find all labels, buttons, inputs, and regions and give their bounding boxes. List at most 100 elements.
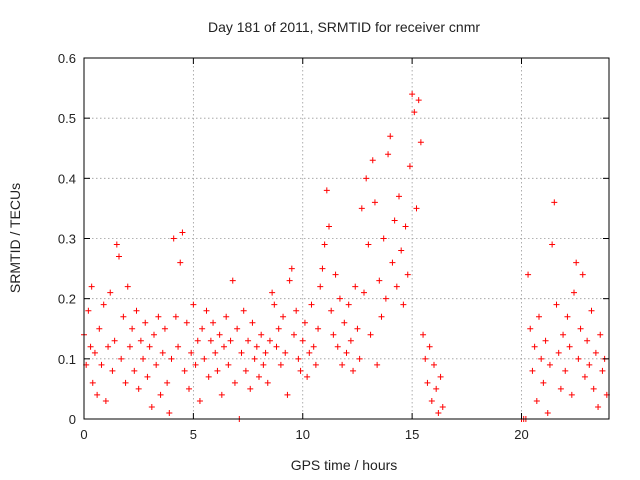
data-point bbox=[581, 373, 588, 380]
data-point bbox=[374, 361, 381, 368]
data-point bbox=[382, 295, 389, 302]
data-point bbox=[175, 343, 182, 350]
data-point bbox=[157, 391, 164, 398]
data-point bbox=[179, 229, 186, 236]
data-point bbox=[354, 325, 361, 332]
data-point bbox=[529, 367, 536, 374]
data-point bbox=[566, 343, 573, 350]
data-point bbox=[137, 337, 144, 344]
data-point bbox=[579, 271, 586, 278]
data-point bbox=[291, 331, 297, 338]
data-point bbox=[308, 301, 315, 308]
data-point bbox=[345, 301, 352, 308]
data-point bbox=[304, 373, 311, 380]
data-point bbox=[590, 385, 597, 392]
data-point bbox=[376, 277, 383, 284]
chart-title: Day 181 of 2011, SRMTID for receiver cnm… bbox=[208, 19, 480, 35]
data-point bbox=[310, 343, 317, 350]
data-point bbox=[148, 403, 155, 410]
data-point bbox=[116, 253, 122, 260]
y-tick-label: 0.1 bbox=[58, 352, 76, 367]
data-point bbox=[91, 349, 98, 356]
data-point bbox=[378, 313, 385, 320]
data-point bbox=[328, 307, 335, 314]
data-point bbox=[164, 379, 171, 386]
data-point bbox=[555, 349, 562, 356]
data-point bbox=[297, 367, 304, 374]
data-point bbox=[135, 385, 142, 392]
data-point bbox=[371, 199, 378, 206]
data-point bbox=[109, 367, 116, 374]
data-point bbox=[420, 331, 427, 338]
data-point bbox=[385, 151, 392, 158]
data-point bbox=[124, 283, 131, 290]
data-point bbox=[280, 313, 287, 320]
data-point bbox=[597, 331, 604, 338]
y-tick-label: 0.2 bbox=[58, 292, 76, 307]
data-point bbox=[431, 361, 437, 368]
data-point bbox=[96, 325, 103, 332]
data-point bbox=[249, 319, 256, 326]
data-point bbox=[317, 283, 324, 290]
data-point bbox=[560, 331, 567, 338]
data-point bbox=[140, 355, 147, 362]
data-point bbox=[218, 391, 225, 398]
data-point bbox=[424, 379, 431, 386]
x-tick-label: 20 bbox=[514, 427, 528, 442]
data-point bbox=[88, 283, 95, 290]
data-point bbox=[332, 271, 339, 278]
data-point bbox=[266, 337, 273, 344]
grid-lines bbox=[84, 58, 609, 419]
data-point bbox=[347, 337, 354, 344]
x-tick-label: 15 bbox=[405, 427, 419, 442]
data-points bbox=[81, 91, 610, 422]
data-point bbox=[422, 355, 429, 362]
data-point bbox=[533, 397, 540, 404]
data-point bbox=[87, 343, 94, 350]
data-point bbox=[275, 325, 282, 332]
data-point bbox=[229, 277, 236, 284]
axis-ticks: 0 5 10 15 20 0 0.1 0.2 0.3 0.4 0.5 0.6 bbox=[58, 51, 609, 442]
data-point bbox=[568, 391, 575, 398]
data-point bbox=[85, 307, 92, 314]
data-point bbox=[573, 259, 580, 266]
data-point bbox=[301, 319, 308, 326]
data-point bbox=[107, 289, 114, 296]
data-point bbox=[553, 301, 560, 308]
data-point bbox=[183, 319, 190, 326]
data-point bbox=[282, 349, 289, 356]
data-point bbox=[190, 301, 197, 308]
data-point bbox=[389, 259, 396, 266]
data-point bbox=[439, 403, 446, 410]
data-point bbox=[343, 349, 350, 356]
data-point bbox=[172, 313, 179, 320]
data-point bbox=[273, 343, 280, 350]
data-point bbox=[306, 349, 313, 356]
x-axis-label: GPS time / hours bbox=[291, 457, 398, 473]
data-point bbox=[413, 205, 420, 212]
data-point bbox=[293, 307, 300, 314]
data-point bbox=[210, 319, 217, 326]
data-point bbox=[367, 331, 374, 338]
data-point bbox=[186, 385, 192, 392]
data-point bbox=[356, 355, 363, 362]
data-point bbox=[393, 283, 400, 290]
data-point bbox=[153, 361, 160, 368]
y-tick-label: 0.3 bbox=[58, 232, 76, 247]
data-point bbox=[299, 337, 306, 344]
data-point bbox=[402, 223, 409, 230]
data-point bbox=[295, 355, 302, 362]
data-point bbox=[203, 307, 210, 314]
data-point bbox=[588, 307, 595, 314]
data-point bbox=[151, 331, 157, 338]
data-point bbox=[551, 199, 558, 206]
data-point bbox=[264, 379, 271, 386]
data-point bbox=[181, 367, 188, 374]
data-point bbox=[592, 349, 599, 356]
data-point bbox=[380, 235, 387, 242]
data-point bbox=[326, 223, 332, 230]
data-point bbox=[102, 397, 109, 404]
data-point bbox=[194, 337, 201, 344]
data-point bbox=[544, 409, 551, 416]
data-point bbox=[253, 343, 260, 350]
